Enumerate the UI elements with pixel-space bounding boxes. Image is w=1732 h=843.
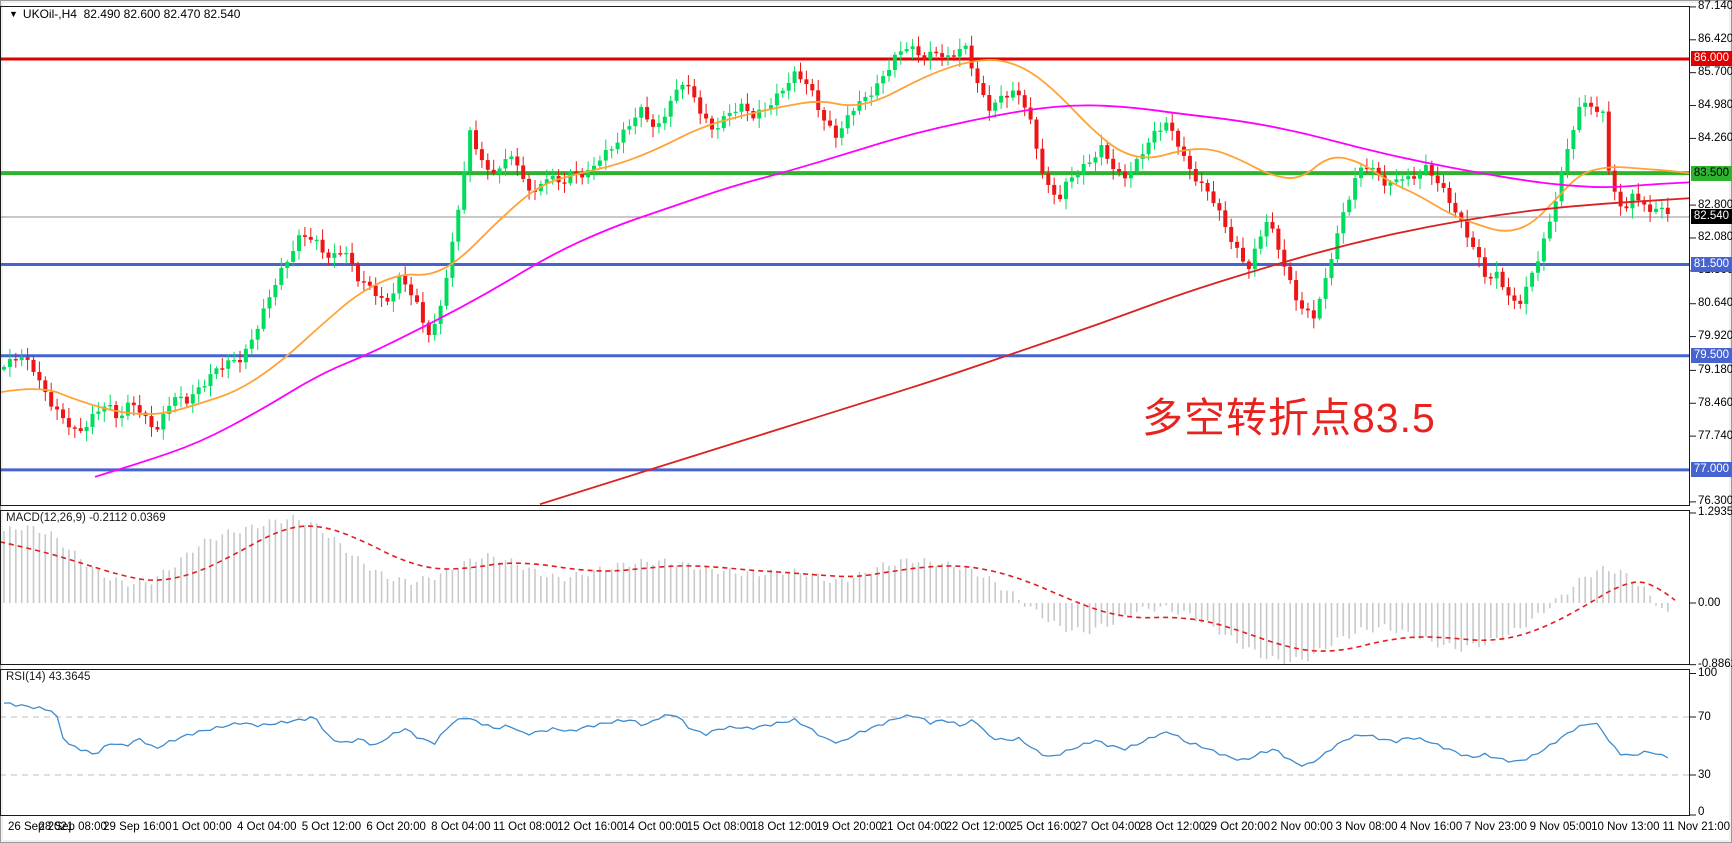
rsi-tick-label: 0 bbox=[1698, 805, 1705, 818]
macd-tick-label: -0.8862 bbox=[1698, 658, 1732, 671]
rsi-line bbox=[3, 702, 1669, 767]
price-badge-77.000: 77.000 bbox=[1691, 462, 1732, 478]
symbol-label: UKOil-,H4 bbox=[22, 7, 77, 21]
symbol-dropdown-icon[interactable]: ▼ bbox=[9, 9, 18, 19]
date-label: 5 Oct 12:00 bbox=[301, 821, 362, 833]
date-label: 18 Oct 12:00 bbox=[751, 821, 818, 833]
price-tick-label: 86.420 bbox=[1698, 33, 1732, 46]
price-badge-81.500: 81.500 bbox=[1691, 256, 1732, 272]
ohlc-readout: 82.490 82.600 82.470 82.540 bbox=[83, 7, 241, 21]
date-label: 28 Oct 12:00 bbox=[1139, 821, 1206, 833]
price-tick-label: 85.700 bbox=[1698, 66, 1732, 79]
macd-histogram bbox=[3, 514, 1669, 664]
date-label: 28 Sep 08:00 bbox=[38, 821, 107, 833]
date-label: 3 Nov 08:00 bbox=[1335, 821, 1398, 833]
price-tick-label: 82.800 bbox=[1698, 198, 1732, 211]
price-tick-label: 87.140 bbox=[1698, 0, 1732, 13]
date-label: 8 Oct 04:00 bbox=[431, 821, 491, 833]
candles-layer bbox=[2, 35, 1670, 442]
price-pane[interactable] bbox=[0, 35, 1690, 505]
date-label: 19 Oct 20:00 bbox=[816, 821, 882, 833]
price-tick-label: 77.740 bbox=[1698, 429, 1732, 442]
date-label: 10 Nov 13:00 bbox=[1591, 821, 1660, 833]
chart-annotation-text: 多空转折点83.5 bbox=[1142, 395, 1436, 441]
date-label: 4 Oct 04:00 bbox=[237, 821, 297, 833]
date-label: 29 Oct 20:00 bbox=[1204, 821, 1271, 833]
price-badge-86.000: 86.000 bbox=[1691, 51, 1732, 67]
axis-ticks bbox=[1690, 6, 1696, 816]
macd-tick-label: 1.2935 bbox=[1698, 506, 1732, 519]
date-label: 9 Nov 05:00 bbox=[1529, 821, 1592, 833]
panel-borders bbox=[0, 6, 1690, 816]
macd-signal-line bbox=[1, 525, 1676, 652]
price-tick-label: 79.180 bbox=[1698, 363, 1732, 376]
price-tick-label: 76.300 bbox=[1698, 495, 1732, 508]
date-label: 6 Oct 20:00 bbox=[366, 821, 426, 833]
date-label: 22 Oct 12:00 bbox=[945, 821, 1012, 833]
ma-slow-red-line bbox=[539, 197, 1689, 505]
rsi-pane[interactable] bbox=[0, 702, 1690, 776]
price-tick-label: 78.460 bbox=[1698, 396, 1732, 409]
ma-mid-magenta-line bbox=[94, 104, 1689, 478]
price-badge-79.500: 79.500 bbox=[1691, 348, 1732, 364]
price-tick-label: 80.640 bbox=[1698, 297, 1732, 310]
rsi-tick-label: 70 bbox=[1698, 710, 1711, 723]
rsi-indicator-label: RSI(14) 43.3645 bbox=[6, 671, 91, 683]
price-tick-label: 84.260 bbox=[1698, 131, 1732, 144]
date-label: 2 Nov 00:00 bbox=[1270, 821, 1333, 833]
date-label: 21 Oct 04:00 bbox=[880, 821, 947, 833]
chart-title: ▼ UKOil-,H4 82.490 82.600 82.470 82.540 bbox=[9, 7, 240, 21]
date-label: 1 Oct 00:00 bbox=[172, 821, 232, 833]
date-label: 14 Oct 00:00 bbox=[621, 821, 688, 833]
date-label: 29 Sep 16:00 bbox=[103, 821, 172, 833]
date-label: 27 Oct 04:00 bbox=[1074, 821, 1141, 833]
price-tick-label: 79.920 bbox=[1698, 330, 1732, 343]
price-badge-83.500: 83.500 bbox=[1691, 165, 1732, 181]
price-tick-label: 84.980 bbox=[1698, 99, 1732, 112]
macd-pane[interactable] bbox=[0, 514, 1676, 666]
date-label: 11 Nov 21:00 bbox=[1662, 821, 1730, 833]
current-price-badge: 82.540 bbox=[1691, 209, 1732, 225]
date-label: 11 Oct 08:00 bbox=[493, 821, 559, 833]
date-label: 26 Sep 2021 bbox=[8, 821, 74, 833]
date-label: 12 Oct 16:00 bbox=[557, 821, 624, 833]
date-label: 4 Nov 16:00 bbox=[1400, 821, 1463, 833]
rsi-tick-label: 100 bbox=[1698, 667, 1718, 679]
date-label: 15 Oct 08:00 bbox=[686, 821, 753, 833]
price-tick-label: 82.080 bbox=[1698, 231, 1732, 244]
date-label: 7 Nov 23:00 bbox=[1464, 821, 1527, 833]
macd-tick-label: 0.00 bbox=[1698, 596, 1721, 609]
ma-fast-orange-line bbox=[1, 59, 1689, 416]
macd-indicator-label: MACD(12,26,9) -0.2112 0.0369 bbox=[6, 512, 166, 524]
rsi-tick-label: 30 bbox=[1698, 768, 1711, 781]
date-label: 25 Oct 16:00 bbox=[1010, 821, 1076, 833]
